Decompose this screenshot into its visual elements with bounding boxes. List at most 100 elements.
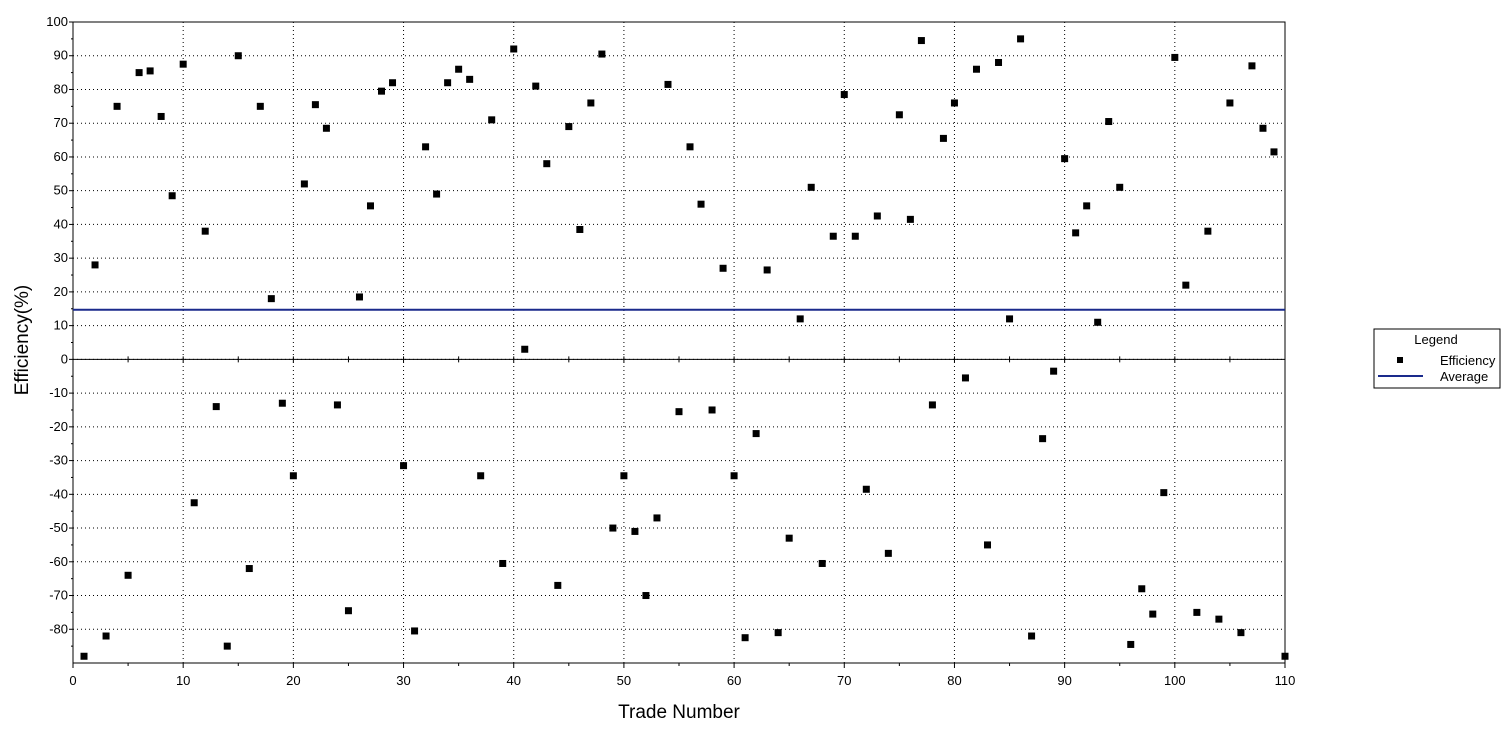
efficiency-point <box>961 374 969 382</box>
efficiency-point <box>1193 608 1201 616</box>
efficiency-point <box>1149 610 1157 618</box>
x-tick-label: 20 <box>286 673 300 688</box>
efficiency-point <box>609 524 617 532</box>
y-tick-label: -50 <box>49 520 68 535</box>
x-axis-title: Trade Number <box>618 702 740 723</box>
efficiency-point <box>840 91 848 99</box>
x-tick-label: 70 <box>837 673 851 688</box>
efficiency-point <box>851 232 859 240</box>
efficiency-point <box>499 559 507 567</box>
efficiency-point <box>433 190 441 198</box>
y-tick-label: 40 <box>54 216 68 231</box>
y-tick-label: -30 <box>49 453 68 468</box>
efficiency-point <box>179 60 187 68</box>
y-tick-label: 100 <box>46 14 68 29</box>
efficiency-point <box>1281 652 1289 660</box>
efficiency-point <box>1171 53 1179 61</box>
y-tick-label: -20 <box>49 419 68 434</box>
efficiency-point <box>1094 318 1102 326</box>
efficiency-point <box>1237 629 1245 637</box>
efficiency-point <box>521 345 529 353</box>
efficiency-point <box>477 472 485 480</box>
efficiency-point <box>884 549 892 557</box>
efficiency-point <box>1226 99 1234 107</box>
efficiency-point <box>598 50 606 58</box>
efficiency-point <box>1061 155 1069 163</box>
efficiency-point <box>1017 35 1025 43</box>
efficiency-point <box>818 559 826 567</box>
efficiency-point <box>532 82 540 90</box>
efficiency-point <box>1248 62 1256 70</box>
efficiency-point <box>422 143 430 151</box>
plot-frame <box>72 21 1286 664</box>
efficiency-point <box>190 499 198 507</box>
x-tick-label: 110 <box>1275 673 1296 688</box>
efficiency-point <box>311 101 319 109</box>
efficiency-point <box>245 565 253 573</box>
tick-labels-layer: 1009080706050403020100-10-20-30-40-50-60… <box>46 14 1295 688</box>
legend-efficiency-label: Efficiency <box>1440 353 1496 368</box>
y-axis-title: Efficiency(%) <box>12 285 33 396</box>
efficiency-point <box>91 261 99 269</box>
y-tick-label: -60 <box>49 554 68 569</box>
y-tick-label: 10 <box>54 318 68 333</box>
efficiency-point <box>719 264 727 272</box>
efficiency-point <box>466 75 474 83</box>
efficiency-point <box>135 69 143 77</box>
efficiency-point <box>1127 640 1135 648</box>
efficiency-point <box>1204 227 1212 235</box>
y-tick-label: 90 <box>54 48 68 63</box>
efficiency-point <box>653 514 661 522</box>
efficiency-point <box>785 534 793 542</box>
y-tick-label: 70 <box>54 115 68 130</box>
efficiency-point <box>730 472 738 480</box>
efficiency-point <box>124 571 132 579</box>
efficiency-point <box>256 102 264 110</box>
efficiency-point <box>829 232 837 240</box>
efficiency-point <box>807 183 815 191</box>
efficiency-point <box>642 592 650 600</box>
efficiency-point <box>113 102 121 110</box>
efficiency-point <box>1182 281 1190 289</box>
efficiency-point <box>366 202 374 210</box>
efficiency-point <box>796 315 804 323</box>
efficiency-point <box>620 472 628 480</box>
efficiency-point <box>708 406 716 414</box>
efficiency-point <box>565 123 573 131</box>
efficiency-point <box>928 401 936 409</box>
y-tick-label: -70 <box>49 588 68 603</box>
efficiency-point <box>576 225 584 233</box>
efficiency-point <box>157 112 165 120</box>
efficiency-point <box>1072 229 1080 237</box>
efficiency-point <box>300 180 308 188</box>
grid-layer <box>72 21 1286 663</box>
legend-title: Legend <box>1414 332 1457 347</box>
x-tick-label: 40 <box>506 673 520 688</box>
efficiency-point <box>752 430 760 438</box>
y-tick-label: 30 <box>54 250 68 265</box>
efficiency-point <box>411 627 419 635</box>
legend-average-label: Average <box>1440 369 1488 384</box>
legend-efficiency-marker <box>1397 357 1403 363</box>
efficiency-point <box>201 227 209 235</box>
efficiency-point <box>873 212 881 220</box>
x-tick-label: 60 <box>727 673 741 688</box>
efficiency-point <box>587 99 595 107</box>
efficiency-point <box>333 401 341 409</box>
x-tick-label: 30 <box>396 673 410 688</box>
efficiency-point <box>168 192 176 200</box>
efficiency-point <box>686 143 694 151</box>
efficiency-point <box>510 45 518 53</box>
x-tick-label: 0 <box>69 673 76 688</box>
efficiency-point <box>234 52 242 60</box>
efficiency-point <box>278 399 286 407</box>
efficiency-point <box>543 160 551 168</box>
efficiency-point <box>939 134 947 142</box>
efficiency-point <box>763 266 771 274</box>
efficiency-point <box>322 124 330 132</box>
efficiency-point <box>1083 202 1091 210</box>
y-tick-label: 60 <box>54 149 68 164</box>
efficiency-point <box>355 293 363 301</box>
efficiency-point <box>631 527 639 535</box>
